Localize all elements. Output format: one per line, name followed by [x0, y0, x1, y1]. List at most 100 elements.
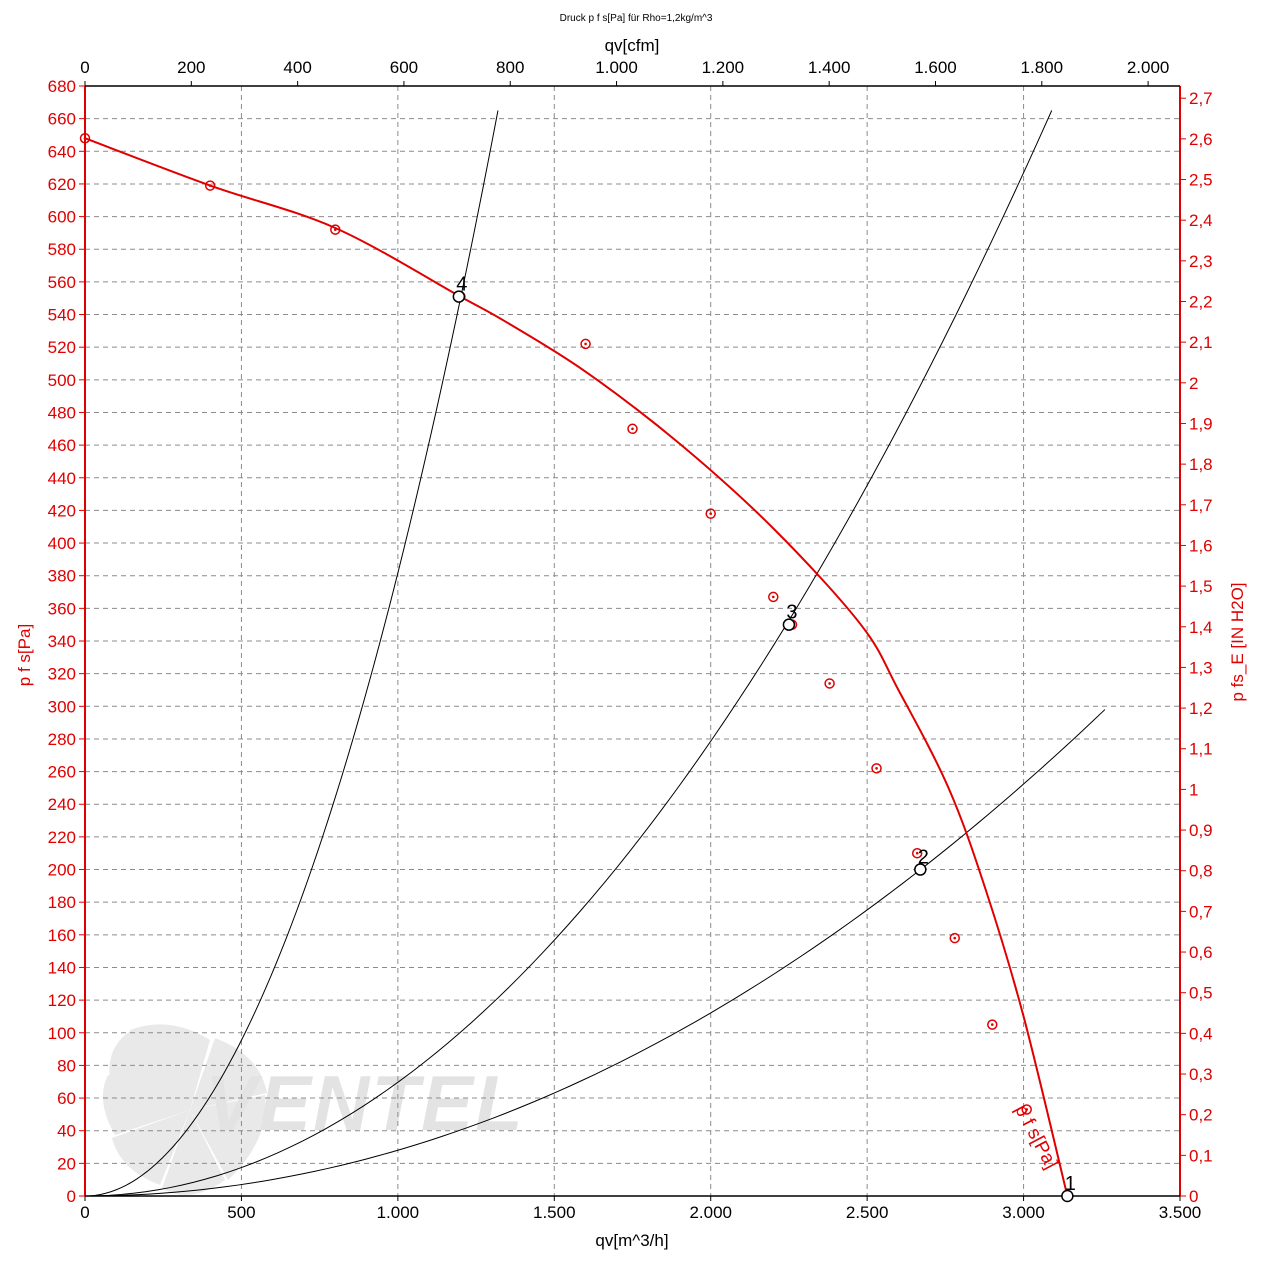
right-tick-label: 1,9 [1189, 414, 1213, 433]
operating-point-2 [914, 863, 927, 876]
left-tick-label: 340 [48, 632, 76, 651]
right-tick-label: 0,3 [1189, 1065, 1213, 1084]
right-tick-label: 2,1 [1189, 333, 1213, 352]
fan-curve-marker-dot [1025, 1108, 1028, 1111]
right-tick-label: 1 [1189, 780, 1198, 799]
right-tick-label: 2,2 [1189, 292, 1213, 311]
top-tick-label: 1.800 [1021, 58, 1064, 77]
operating-point-label: 4 [456, 274, 467, 296]
left-axis-ticks: 0 20 40 60 80 100 120 140 160 180 200 220 240 260 280 3… [48, 77, 85, 1206]
top-tick-label: 400 [283, 58, 311, 77]
left-tick-label: 420 [48, 501, 76, 520]
right-tick-label: 0,7 [1189, 902, 1213, 921]
right-tick-label: 0,1 [1189, 1146, 1213, 1165]
fan-curve-marker-dot [333, 228, 337, 231]
fan-curve-marker-dot [83, 136, 87, 140]
right-axis-label: p fs_E [IN H2O] [1228, 582, 1247, 701]
fan-curve-line [84, 137, 1069, 1197]
operating-point-label: 2 [918, 847, 929, 869]
bottom-tick-label: 3.000 [1002, 1203, 1045, 1222]
left-tick-label: 560 [48, 273, 76, 292]
left-tick-label: 180 [48, 893, 76, 912]
right-tick-label: 1,8 [1189, 455, 1213, 474]
left-tick-label: 540 [48, 306, 76, 325]
fan-curve-marker-dot [208, 184, 212, 187]
right-tick-label: 0,5 [1189, 984, 1213, 1003]
right-axis-ticks: 0 0,1 0,2 0,3 0,4 0,5 0,6 0,7 0,8 0,9 1 1,1 1,2 1,3 1,… [1180, 89, 1213, 1206]
top-tick-label: 200 [177, 58, 205, 77]
left-tick-label: 480 [48, 403, 76, 422]
right-tick-label: 0,4 [1189, 1024, 1213, 1043]
left-tick-label: 220 [48, 828, 76, 847]
fan-curve-marker [987, 1019, 998, 1030]
bottom-tick-label: 3.500 [1159, 1203, 1202, 1222]
operating-point-label: 1 [1065, 1173, 1076, 1195]
right-tick-label: 1,3 [1189, 658, 1213, 677]
fan-curve-marker-dot [828, 682, 831, 685]
right-tick-label: 1,6 [1189, 536, 1213, 555]
right-tick-label: 1,5 [1189, 577, 1213, 596]
fan-curve-marker [768, 591, 779, 603]
chart-title: Druck p f s[Pa] für Rho=1,2kg/m^3 [560, 13, 713, 24]
right-tick-label: 2,5 [1189, 171, 1213, 190]
right-tick-label: 1,2 [1189, 699, 1213, 718]
left-tick-label: 320 [48, 665, 76, 684]
ventel-watermark-logo: VENTEL [102, 1024, 525, 1195]
series-layer: p f s[Pa] [79, 132, 1069, 1197]
right-tick-label: 0 [1189, 1187, 1198, 1206]
left-axis-label: p f s[Pa] [15, 624, 34, 686]
right-tick-label: 1,4 [1189, 618, 1213, 637]
fan-curve-marker [580, 338, 591, 350]
top-axis-label: qv[cfm] [605, 36, 660, 55]
watermark-text: VENTEL [205, 1059, 525, 1147]
fan-curve-marker [330, 224, 341, 235]
right-tick-label: 0,2 [1189, 1106, 1213, 1125]
fan-curve-marker [627, 423, 638, 435]
fan-curve-marker [204, 180, 216, 191]
bottom-axis-ticks: 0 500 1.000 1.500 2.000 2.500 3.000 3.500 [80, 1196, 1201, 1222]
bottom-tick-label: 1.000 [377, 1203, 420, 1222]
right-tick-label: 2,7 [1189, 89, 1213, 108]
operating-point-3 [782, 618, 796, 631]
left-tick-label: 580 [48, 240, 76, 259]
top-tick-label: 1.000 [595, 58, 638, 77]
left-tick-label: 440 [48, 469, 76, 488]
fan-curve-marker [705, 508, 716, 519]
right-tick-label: 0,9 [1189, 821, 1213, 840]
left-tick-label: 520 [48, 338, 76, 357]
left-tick-label: 680 [48, 77, 76, 96]
right-tick-label: 1,7 [1189, 496, 1213, 515]
operating-point-1 [1061, 1189, 1074, 1203]
top-tick-label: 0 [80, 58, 89, 77]
fan-curve-marker [871, 763, 882, 774]
left-tick-label: 380 [48, 567, 76, 586]
left-tick-label: 400 [48, 534, 76, 553]
fan-curve-marker-dot [915, 851, 919, 855]
top-tick-label: 600 [390, 58, 418, 77]
right-tick-label: 0,8 [1189, 862, 1213, 881]
fan-curve-marker-dot [584, 342, 587, 346]
fan-curve-marker [824, 678, 835, 689]
fan-curve-marker [79, 132, 91, 144]
left-tick-label: 200 [48, 861, 76, 880]
top-tick-label: 1.400 [808, 58, 851, 77]
right-tick-label: 1,1 [1189, 740, 1213, 759]
left-tick-label: 360 [48, 599, 76, 618]
left-tick-label: 80 [57, 1056, 76, 1075]
fan-curve-marker-dot [709, 512, 713, 515]
operating-points: 1 2 3 4 [452, 274, 1076, 1203]
left-tick-label: 40 [57, 1122, 76, 1141]
right-tick-label: 2,6 [1189, 130, 1213, 149]
right-tick-label: 2,4 [1189, 211, 1213, 230]
right-tick-label: 0,6 [1189, 943, 1213, 962]
system-curves [84, 110, 1106, 1197]
system-curve-3 [84, 709, 1106, 1197]
left-tick-label: 500 [48, 371, 76, 390]
fan-curve-marker-dot [875, 767, 878, 770]
bottom-tick-label: 2.500 [846, 1203, 889, 1222]
left-tick-label: 280 [48, 730, 76, 749]
bottom-tick-label: 2.000 [689, 1203, 732, 1222]
left-tick-label: 240 [48, 795, 76, 814]
fan-curve-marker-dot [990, 1023, 994, 1026]
